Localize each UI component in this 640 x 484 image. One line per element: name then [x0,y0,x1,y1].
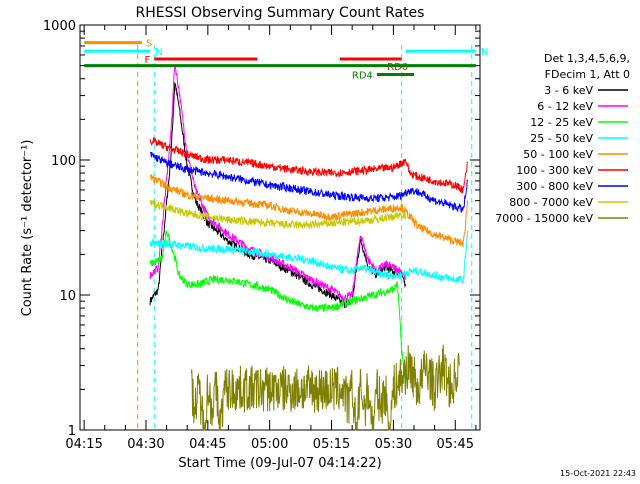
legend: 3 - 6 keV 6 - 12 keV 12 - 25 keV 25 - 50 ke… [495,84,628,225]
legend-label: 800 - 7000 keV [509,196,593,209]
x-tick-label: 05:45 [437,437,474,452]
footer-date: 15-Oct-2021 22:43 [560,469,636,478]
series-line [149,230,407,390]
legend-label: 12 - 25 keV [530,116,593,129]
series-line [149,136,469,194]
legend-header: Det 1,3,4,5,6,9, [544,52,630,65]
x-axis-label: Start Time (09-Jul-07 04:14:22) [178,456,381,471]
state-bar-label: N [155,47,162,58]
series-line [149,151,469,213]
series-line [149,173,469,247]
x-tick-label: 05:15 [313,437,350,452]
legend-label: 6 - 12 keV [537,100,593,113]
legend-label: 25 - 50 keV [530,132,593,145]
y-tick-label: 1000 [43,19,76,34]
y-tick-label: 100 [51,154,76,169]
legend-label: 7000 - 15000 keV [495,212,593,225]
x-tick-label: 04:45 [189,437,226,452]
x-tick-label: 05:30 [375,437,412,452]
series-line [149,198,407,230]
x-tick-label: 04:30 [127,437,164,452]
legend-label: 3 - 6 keV [544,84,593,97]
legend-label: 300 - 800 keV [516,180,593,193]
y-tick-label: 1 [68,424,76,439]
state-bar-label: F [144,55,150,66]
series-line [149,81,407,309]
state-bar-label: N [481,47,488,58]
plot-frame [79,24,481,431]
plot-area: 1 10 100 1000 04:15 04:30 04:45 05:00 05:15 05:30… [43,19,488,452]
legend-label: 100 - 300 keV [516,164,593,177]
state-bar-label: RD4 [352,70,373,81]
y-axis-label: Count Rate (s⁻¹ detector⁻¹) [20,140,35,317]
y-tick-label: 10 [59,289,76,304]
chart-title: RHESSI Observing Summary Count Rates [136,5,425,21]
x-tick-label: 04:15 [65,437,102,452]
state-bar-label: RD0 [387,62,408,73]
legend-label: 50 - 100 keV [523,148,593,161]
series-line [190,344,460,431]
state-bar-label: S [146,39,152,50]
x-tick-label: 05:00 [251,437,288,452]
series-line [149,230,469,284]
legend-header: FDecim 1, Att 0 [545,68,630,81]
